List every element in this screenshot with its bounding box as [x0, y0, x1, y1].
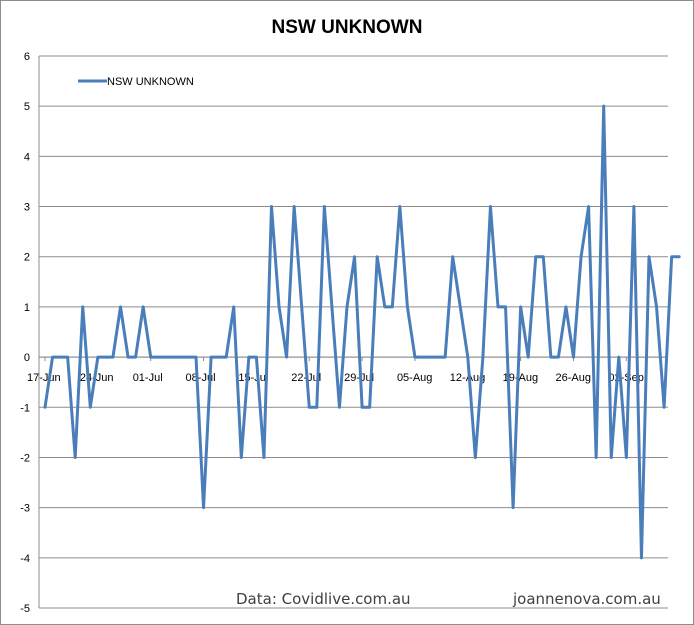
y-tick-label: -4 [20, 553, 30, 565]
x-tick-label: 05-Aug [397, 372, 432, 384]
x-tick-label: 17-Jun [27, 372, 61, 384]
x-tick-label: 15-Jul [238, 372, 268, 384]
y-tick-label: 6 [24, 51, 30, 63]
series-line-nsw-unknown [43, 104, 681, 560]
legend-label: NSW UNKNOWN [107, 76, 194, 88]
y-tick-label: 0 [24, 352, 30, 364]
x-tick-label: 01-Jul [133, 372, 163, 384]
y-tick-labels: -5 -4 -3 -2 -1 0 1 2 3 4 5 6 [20, 51, 30, 615]
site-credit: joannenova.com.au [512, 590, 661, 608]
y-tick-label: 3 [24, 202, 30, 214]
x-tick-label: 26-Aug [556, 372, 591, 384]
y-tick-label: 4 [24, 151, 30, 163]
y-tick-label: -2 [20, 452, 30, 464]
x-tick-label: 19-Aug [503, 372, 538, 384]
x-tick-label: 08-Jul [186, 372, 216, 384]
legend: NSW UNKNOWN [78, 76, 194, 88]
chart-title: NSW UNKNOWN [272, 17, 423, 38]
y-tick-label: 1 [24, 302, 30, 314]
y-tick-label: -5 [20, 603, 30, 615]
x-tick-label: 12-Aug [450, 372, 485, 384]
source-credit: Data: Covidlive.com.au [236, 590, 411, 608]
y-tick-label: 5 [24, 101, 30, 113]
y-tick-label: 2 [24, 252, 30, 264]
gridlines [39, 55, 668, 609]
x-tick-labels: 17-Jun 24-Jun 01-Jul 08-Jul 15-Jul 22-Jul 29-J… [27, 357, 644, 384]
x-tick-label: 29-Jul [344, 372, 374, 384]
y-tick-label: -1 [20, 402, 30, 414]
y-tick-label: -3 [20, 503, 30, 515]
